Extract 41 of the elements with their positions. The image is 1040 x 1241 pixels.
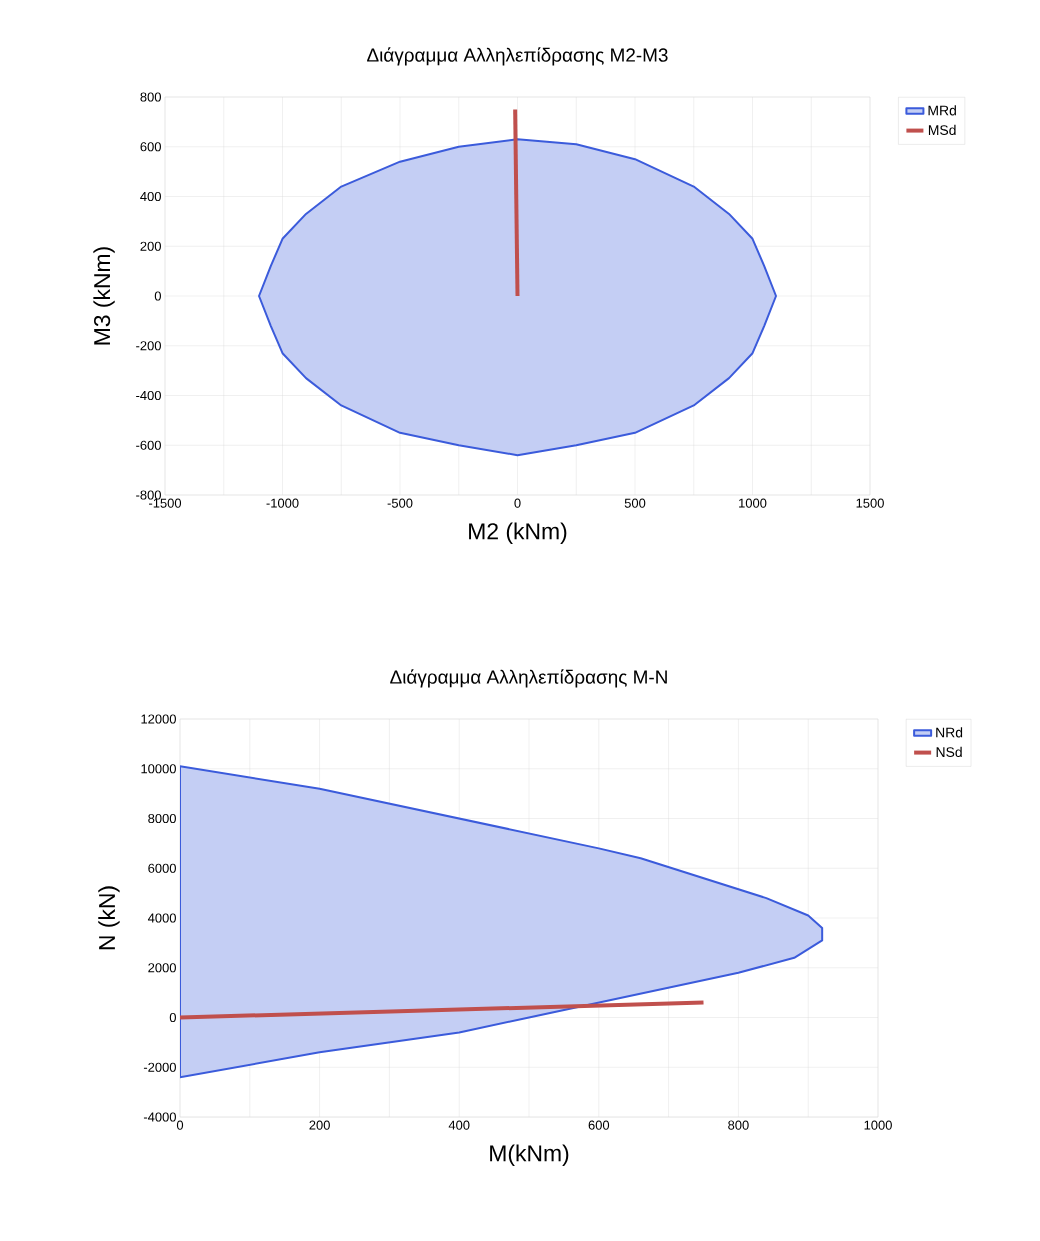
y-tick-label: 8000: [148, 813, 176, 824]
y-tick-label: 12000: [141, 714, 176, 724]
legend-label: NRd: [936, 727, 963, 738]
y-tick-label: -800: [136, 490, 161, 500]
x-tick-label: 500: [624, 498, 646, 508]
x-tick-label: 1000: [739, 498, 767, 508]
x-tick-label: 800: [728, 1120, 749, 1130]
x-tick-label: 400: [448, 1120, 470, 1130]
y-tick-label: 400: [140, 191, 161, 202]
x-axis-title: M2 (kNm): [469, 522, 567, 544]
chart-title: Διάγραμμα Αλληλεπίδρασης M2-M3: [367, 47, 668, 66]
x-tick-label: 200: [309, 1120, 330, 1130]
y-tick-label: -200: [136, 341, 161, 351]
y-tick-label: 4000: [147, 913, 176, 923]
y-tick-label: 0: [154, 291, 161, 301]
x-axis-title: M(kNm): [490, 1144, 569, 1166]
y-tick-label: -600: [136, 440, 161, 450]
x-tick-label: 0: [176, 1120, 184, 1130]
x-tick-label: -1000: [266, 498, 299, 508]
y-axis-title: M3 (kNm): [93, 247, 115, 345]
y-axis-title: N (kN): [98, 886, 120, 950]
y-tick-label: 200: [140, 241, 161, 251]
x-tick-label: -1500: [149, 498, 182, 508]
y-tick-label: 2000: [148, 963, 176, 973]
y-tick-label: 800: [140, 92, 161, 102]
legend-label: NSd: [936, 746, 962, 758]
y-tick-label: -4000: [143, 1112, 176, 1122]
x-tick-label: -500: [387, 498, 413, 508]
y-tick-label: 10000: [141, 764, 176, 774]
x-tick-label: 0: [514, 498, 521, 508]
y-tick-label: 600: [140, 142, 161, 152]
x-tick-label: 1500: [856, 498, 884, 508]
x-tick-label: 600: [588, 1120, 610, 1130]
legend-label: MSd: [928, 124, 956, 136]
y-tick-label: 6000: [148, 863, 176, 873]
chart-title: Διάγραμμα Αλληλεπίδρασης M-N: [390, 669, 667, 688]
y-tick-label: -400: [136, 390, 161, 401]
y-tick-label: 0: [169, 1012, 176, 1023]
y-tick-label: -2000: [143, 1062, 176, 1072]
legend-label: MRd: [928, 105, 956, 116]
x-tick-label: 1000: [864, 1120, 892, 1130]
